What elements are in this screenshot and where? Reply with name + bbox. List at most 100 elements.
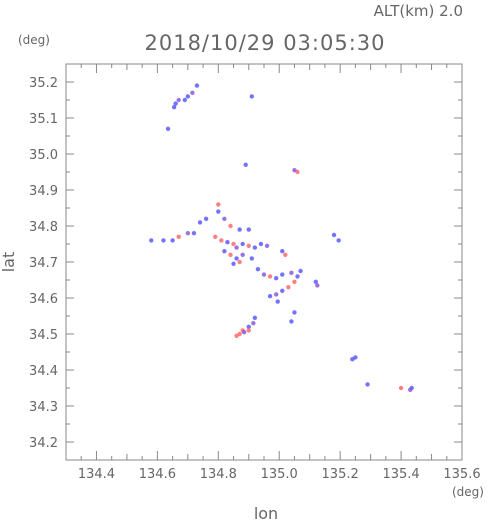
y-tick-label: 34.3	[29, 400, 58, 415]
data-point	[365, 382, 370, 387]
data-point	[408, 387, 413, 392]
y-tick-label: 34.8	[29, 220, 58, 235]
data-point	[185, 231, 191, 236]
data-point	[252, 315, 258, 320]
data-point	[237, 227, 242, 232]
data-point	[286, 285, 291, 290]
data-point	[216, 202, 221, 207]
data-point	[170, 238, 175, 243]
data-point	[331, 232, 337, 238]
data-point	[251, 321, 256, 326]
data-point	[216, 209, 221, 214]
x-axis-ticks: 134.4 134.6 134.8 135.0 135.2 135.4 135.6	[65, 64, 481, 482]
data-points	[149, 83, 414, 392]
data-point	[173, 101, 178, 106]
data-point	[292, 279, 297, 284]
x-tick-label: 134.8	[200, 467, 237, 482]
altitude-label: ALT(km) 2.0	[374, 2, 463, 20]
data-point	[222, 216, 227, 221]
y-tick-label: 34.7	[29, 256, 58, 271]
data-point	[267, 274, 273, 279]
data-point	[255, 267, 261, 272]
x-unit-label: (deg)	[452, 485, 484, 499]
data-point	[280, 249, 285, 254]
data-point	[149, 238, 154, 243]
data-point	[292, 310, 297, 315]
data-point	[190, 90, 195, 96]
data-point	[280, 272, 285, 277]
data-point	[280, 288, 285, 293]
data-point	[176, 234, 181, 239]
y-tick-label: 34.6	[29, 292, 58, 307]
data-point	[295, 274, 300, 279]
data-point	[273, 292, 279, 297]
y-tick-label: 34.2	[29, 436, 58, 451]
data-point	[240, 241, 245, 247]
x-tick-label: 134.6	[139, 467, 176, 482]
data-point	[289, 319, 294, 324]
data-point	[171, 105, 177, 110]
data-point	[225, 240, 230, 245]
y-tick-label: 35.2	[29, 76, 58, 91]
data-point	[336, 238, 341, 243]
data-point	[292, 168, 297, 173]
data-point	[222, 249, 227, 254]
x-tick-label: 135.2	[322, 467, 359, 482]
data-point	[246, 328, 251, 333]
data-point	[264, 243, 270, 248]
data-point	[242, 330, 247, 335]
data-point	[275, 299, 280, 304]
y-tick-label: 34.4	[29, 364, 58, 379]
data-point	[289, 270, 294, 275]
data-point	[398, 385, 404, 391]
data-point	[228, 223, 233, 229]
y-tick-label: 34.5	[29, 328, 58, 343]
data-point	[261, 272, 267, 277]
y-tick-label: 35.1	[29, 112, 58, 127]
y-axis-label: lat	[0, 252, 18, 273]
data-point	[240, 252, 245, 257]
x-tick-label: 135.6	[443, 467, 480, 482]
x-tick-label: 134.4	[78, 467, 115, 482]
data-point	[182, 97, 187, 103]
data-point	[237, 259, 242, 265]
y-axis-ticks: 34.2 34.3 34.4 34.5 34.6 34.7 34.8 34.9 35.0 35.1…	[29, 63, 462, 461]
data-point	[203, 216, 209, 221]
data-point	[185, 94, 191, 99]
data-point	[234, 333, 239, 338]
data-point	[249, 94, 255, 99]
data-point	[249, 256, 255, 261]
plot-frame	[65, 63, 463, 461]
data-point	[298, 268, 303, 274]
data-point	[231, 241, 236, 247]
x-tick-label: 135.4	[382, 467, 419, 482]
data-point	[176, 97, 181, 103]
data-point	[313, 279, 318, 284]
data-point	[243, 162, 248, 167]
data-point	[252, 245, 258, 250]
data-point	[234, 256, 239, 261]
data-point	[197, 220, 203, 225]
data-point	[246, 243, 251, 248]
data-point	[194, 83, 200, 88]
data-point	[267, 294, 273, 299]
data-point	[273, 276, 279, 281]
y-tick-label: 35.0	[29, 148, 58, 163]
data-point	[231, 261, 236, 266]
y-unit-label: (deg)	[18, 33, 50, 47]
data-point	[161, 238, 166, 243]
data-point	[213, 234, 218, 239]
data-point	[191, 231, 197, 236]
data-point	[234, 245, 239, 250]
data-point	[228, 252, 233, 257]
chart-title: 2018/10/29 03:05:30	[144, 31, 385, 55]
data-point	[353, 355, 358, 360]
data-point	[165, 126, 171, 131]
data-point	[246, 324, 251, 329]
data-point	[246, 227, 251, 232]
y-tick-label: 34.9	[29, 184, 58, 199]
data-point	[258, 241, 264, 247]
data-point	[283, 252, 288, 257]
data-point	[219, 238, 224, 243]
